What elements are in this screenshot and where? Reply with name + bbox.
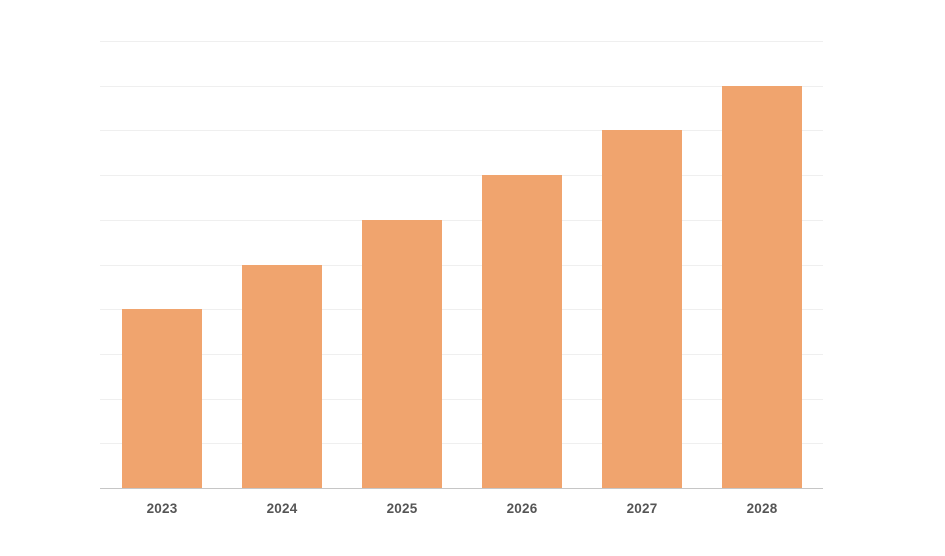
x-axis-label-2026: 2026 (506, 501, 538, 516)
gridline (100, 443, 823, 445)
gridline (100, 219, 823, 221)
gridline (100, 41, 823, 42)
gridline (100, 175, 823, 177)
bar-2026[interactable] (482, 175, 562, 488)
plot-area: 2023 2024 2025 2026 2027 2028 (100, 0, 823, 556)
bar-2023[interactable] (122, 309, 202, 488)
gridline (100, 353, 823, 355)
gridline (100, 85, 823, 87)
gridline (100, 398, 823, 400)
bar-2027[interactable] (602, 130, 682, 488)
gridline (100, 130, 823, 132)
gridline (100, 309, 823, 311)
gridline (100, 264, 823, 266)
bar-2024[interactable] (242, 264, 322, 488)
x-axis-label-2023: 2023 (146, 501, 178, 516)
bar-2025[interactable] (362, 219, 442, 488)
x-axis-label-2028: 2028 (746, 501, 778, 516)
x-axis-label-2024: 2024 (266, 501, 298, 516)
x-axis-line (100, 488, 823, 489)
x-axis-label-2025: 2025 (386, 501, 418, 516)
x-axis-label-2027: 2027 (626, 501, 658, 516)
bar-2028[interactable] (722, 85, 802, 488)
